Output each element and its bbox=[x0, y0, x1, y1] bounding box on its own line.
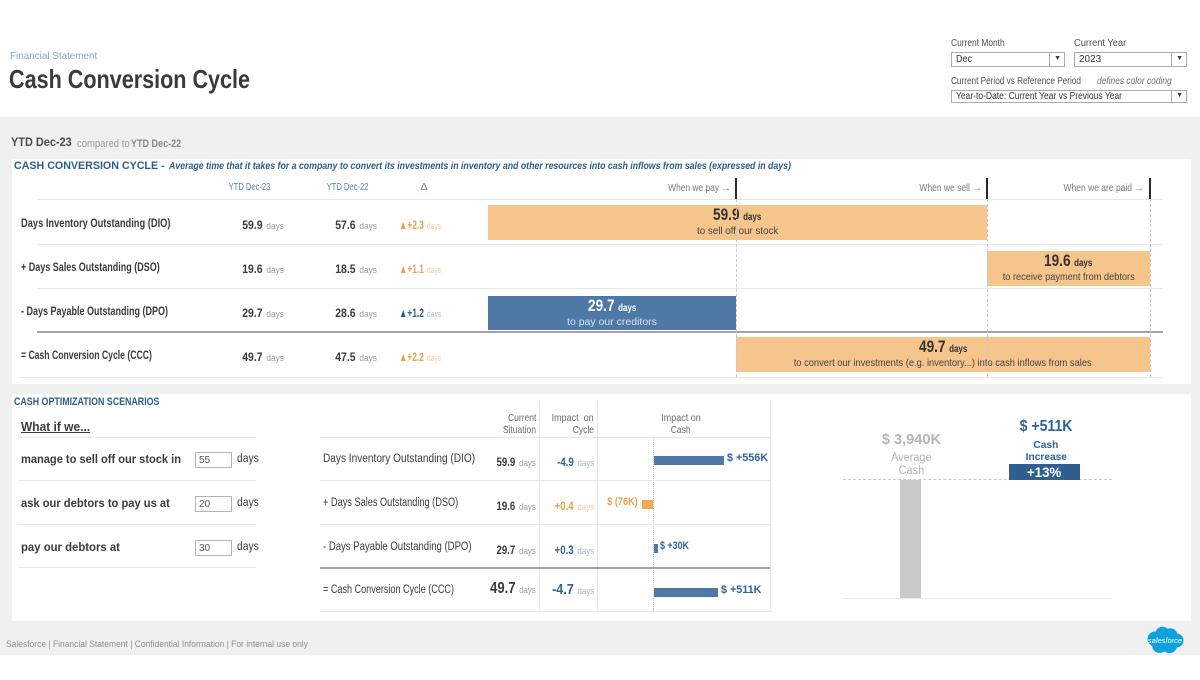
svg-text:salesforce: salesforce bbox=[1148, 636, 1182, 645]
